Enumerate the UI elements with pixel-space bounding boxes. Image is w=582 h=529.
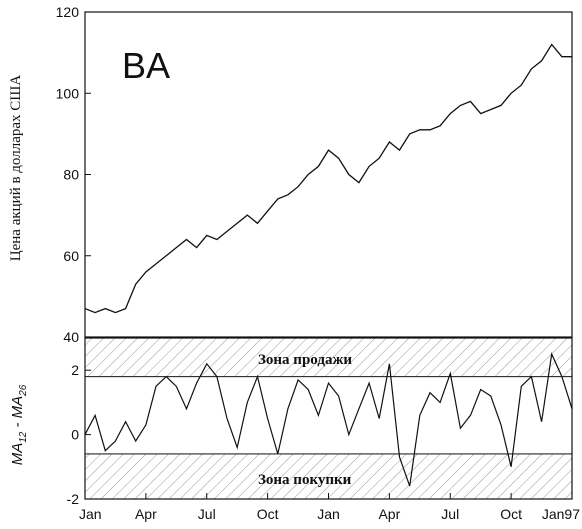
x-tick-label: Apr bbox=[378, 506, 400, 522]
sell-zone-label: Зона продажи bbox=[258, 352, 352, 368]
macd-y-axis-ticks: -2 0 2 bbox=[67, 362, 91, 507]
ma-label-sub2: 26 bbox=[18, 384, 29, 397]
price-y-tick-label: 80 bbox=[63, 167, 79, 183]
x-tick-label: Oct bbox=[257, 506, 279, 522]
buy-zone bbox=[84, 453, 573, 500]
price-y-tick-label: 40 bbox=[63, 329, 79, 345]
buy-zone-label: Зона покупки bbox=[258, 472, 352, 488]
sell-zone bbox=[84, 337, 573, 378]
x-tick-label: Apr bbox=[135, 506, 157, 522]
macd-y-axis-title: MA12 - MA26 bbox=[9, 384, 29, 465]
x-tick-label: Jan bbox=[317, 506, 340, 522]
price-y-axis-title: Цена акций в долларах США bbox=[8, 75, 24, 262]
price-y-tick-label: 120 bbox=[56, 4, 80, 20]
x-tick-label: Jul bbox=[198, 506, 216, 522]
x-tick-label: Jan97 bbox=[542, 506, 580, 522]
price-series-line bbox=[85, 43, 572, 314]
x-tick-label: Oct bbox=[500, 506, 522, 522]
price-y-axis-ticks: 40 60 80 100 120 bbox=[56, 4, 91, 345]
x-tick-label: Jul bbox=[441, 506, 459, 522]
chart-title: BA bbox=[122, 45, 170, 86]
x-tick-label: Jan bbox=[79, 506, 102, 522]
macd-y-tick-label: 2 bbox=[71, 362, 79, 378]
ma-label-main: MA bbox=[9, 443, 26, 466]
ma-label-mid: - MA bbox=[9, 396, 26, 432]
ma-label-sub1: 12 bbox=[18, 431, 29, 443]
macd-y-tick-label: -2 bbox=[67, 491, 80, 507]
macd-y-tick-label: 0 bbox=[71, 427, 79, 443]
x-axis-ticks: Jan Apr Jul Oct Jan Apr Jul Oct Jan97 bbox=[79, 493, 580, 522]
price-y-tick-label: 60 bbox=[63, 248, 79, 264]
price-y-tick-label: 100 bbox=[56, 85, 80, 101]
ma-diff-series-line bbox=[85, 352, 572, 487]
